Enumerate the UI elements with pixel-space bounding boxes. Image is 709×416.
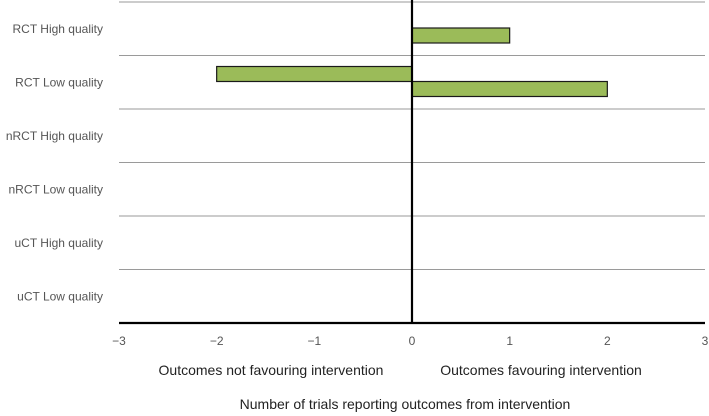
left-side-label: Outcomes not favouring intervention bbox=[159, 362, 384, 378]
category-label: uCT High quality bbox=[15, 236, 104, 250]
right-side-label: Outcomes favouring intervention bbox=[440, 362, 642, 378]
x-tick-label: −3 bbox=[112, 334, 126, 348]
category-labels: RCT High quality RCT Low quality nRCT High… bbox=[6, 22, 103, 304]
x-tick-label: −1 bbox=[307, 334, 321, 348]
axes bbox=[119, 0, 705, 325]
category-label: uCT Low quality bbox=[17, 289, 103, 303]
bar bbox=[411, 80, 608, 98]
bar bbox=[411, 27, 511, 44]
x-tick-label: 1 bbox=[506, 334, 513, 348]
category-label: RCT High quality bbox=[13, 22, 103, 36]
x-tick-label: 3 bbox=[702, 334, 709, 348]
bars bbox=[216, 27, 608, 98]
category-label: RCT Low quality bbox=[15, 75, 103, 89]
x-tick-labels: −3 −2 −1 0 1 2 3 bbox=[112, 334, 709, 348]
x-tick-label: 2 bbox=[604, 334, 611, 348]
bar bbox=[216, 65, 413, 83]
category-label: nRCT High quality bbox=[6, 129, 103, 143]
x-tick-label: −2 bbox=[210, 334, 224, 348]
x-axis-title: Number of trials reporting outcomes from… bbox=[240, 396, 571, 412]
category-label: nRCT Low quality bbox=[9, 182, 104, 196]
x-tick-label: 0 bbox=[409, 334, 416, 348]
